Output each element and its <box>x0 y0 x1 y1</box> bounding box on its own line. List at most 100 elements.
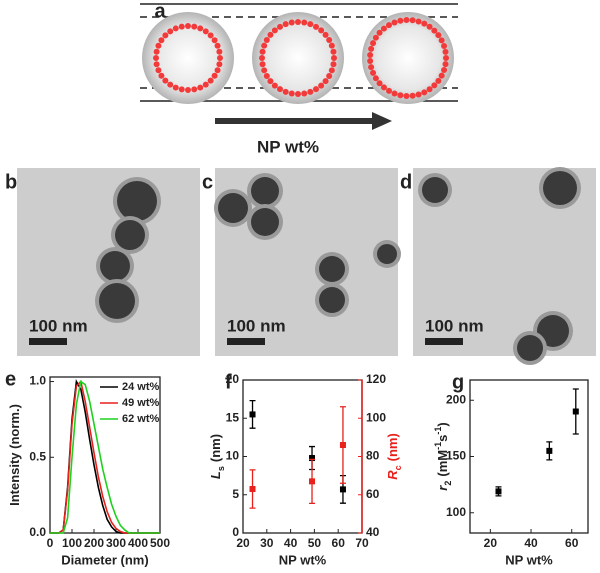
scale-bar <box>425 338 463 345</box>
nanoparticle <box>376 29 383 36</box>
y-tick-label: 0.5 <box>29 449 46 463</box>
particle-core <box>115 220 145 250</box>
panel-label: f <box>225 371 232 393</box>
chart: e 0 100 200 300 400 500 0.0 0.5 1.0 Diameter (nm) I… <box>5 368 170 567</box>
y-tick-label: 150 <box>446 449 466 463</box>
nanoparticle <box>216 61 223 68</box>
nanoparticle <box>217 55 223 61</box>
nanoparticle <box>288 19 295 26</box>
y-tick-label: 0.0 <box>29 525 46 539</box>
label-part: L <box>208 471 223 479</box>
label-part: R <box>385 470 400 480</box>
tem-image: b 100 nm <box>5 168 200 356</box>
particle-core <box>99 283 135 319</box>
label-part: (nm) <box>385 433 400 461</box>
particle-core <box>319 256 345 282</box>
nanoparticle <box>301 19 308 26</box>
marker <box>249 486 256 493</box>
nanoparticle <box>380 84 387 91</box>
nanoparticle <box>288 90 295 97</box>
y2-tick-label: 80 <box>366 449 380 463</box>
nanoparticle <box>271 82 278 89</box>
marker <box>339 486 346 493</box>
nanoparticle <box>155 67 162 74</box>
x-tick-label: 200 <box>84 536 104 550</box>
label-part: -1 <box>433 442 443 450</box>
nanoparticle <box>267 78 274 85</box>
nanoparticle <box>277 86 283 93</box>
particle-core <box>537 315 569 347</box>
nanoparticle <box>391 90 398 97</box>
nanoparticle <box>295 19 301 25</box>
nanoparticle <box>178 23 185 30</box>
nanoparticle <box>376 80 383 87</box>
nanoparticle <box>397 17 404 24</box>
nanoparticle <box>167 81 174 88</box>
spheres <box>142 12 454 104</box>
nanoparticle <box>313 86 319 93</box>
nanoparticle <box>214 67 221 74</box>
legend-label: 62 wt% <box>122 413 160 425</box>
nanoparticle <box>178 86 185 93</box>
nanoparticle <box>197 84 204 91</box>
scale-bar <box>227 338 265 345</box>
x-tick-label: 40 <box>284 536 298 550</box>
nanoparticle <box>380 25 387 32</box>
nanoparticle <box>421 89 428 96</box>
nanoparticle <box>167 28 174 35</box>
nanoparticle <box>421 20 428 27</box>
nanoparticle <box>318 82 325 89</box>
nanoparticle <box>202 28 209 35</box>
panel-label: b <box>5 171 17 193</box>
nanoparticle <box>322 78 329 85</box>
label-part: c <box>393 465 403 470</box>
label-part: r <box>435 485 450 491</box>
nanoparticle <box>441 42 448 49</box>
nanoparticle <box>391 19 398 26</box>
nanoparticle <box>330 61 337 68</box>
particle-core <box>218 193 248 223</box>
scale-label: 100 nm <box>425 316 484 335</box>
label-part: ) <box>435 422 450 426</box>
particle-core <box>117 181 157 221</box>
scale-bar <box>29 338 67 345</box>
nanoparticle <box>441 67 448 74</box>
nanoparticle <box>216 48 223 55</box>
nanoparticle <box>409 92 416 99</box>
y-tick-label: 1.0 <box>29 374 46 388</box>
y2-tick-label: 100 <box>366 410 386 424</box>
x-tick-label: 500 <box>150 536 170 550</box>
y2-tick-label: 120 <box>366 372 386 386</box>
nanoparticle <box>261 42 268 49</box>
nanoparticle <box>307 88 314 95</box>
y-tick-label: 100 <box>446 505 466 519</box>
nanoparticle <box>162 77 169 84</box>
particle-core <box>517 335 543 361</box>
nanoparticle <box>368 64 375 71</box>
tem-image: d 100 nm <box>400 167 596 365</box>
x-tick-label: 300 <box>106 536 126 550</box>
y-tick-label: 200 <box>446 392 466 406</box>
arrow-head <box>372 112 392 130</box>
nanoparticle <box>259 61 266 68</box>
tem-images: b 100 nm c 100 nm d 100 nm <box>5 167 596 365</box>
line <box>50 379 160 534</box>
y-tick-label: 0 <box>232 525 239 539</box>
nanoparticle <box>211 72 218 79</box>
nanoparticle <box>207 77 214 84</box>
nanoparticle <box>313 23 319 30</box>
y2-tick-label: 40 <box>366 525 380 539</box>
nanoparticle <box>367 51 374 58</box>
marker <box>546 447 553 454</box>
label-part: (mM <box>435 450 450 477</box>
nanoparticle <box>326 37 333 43</box>
label-part: s <box>435 435 450 442</box>
nanoparticle <box>431 82 438 89</box>
panel-label: d <box>400 171 412 193</box>
nanoparticle <box>271 27 278 34</box>
panel-label: e <box>5 368 16 390</box>
nanoparticle <box>267 31 274 38</box>
